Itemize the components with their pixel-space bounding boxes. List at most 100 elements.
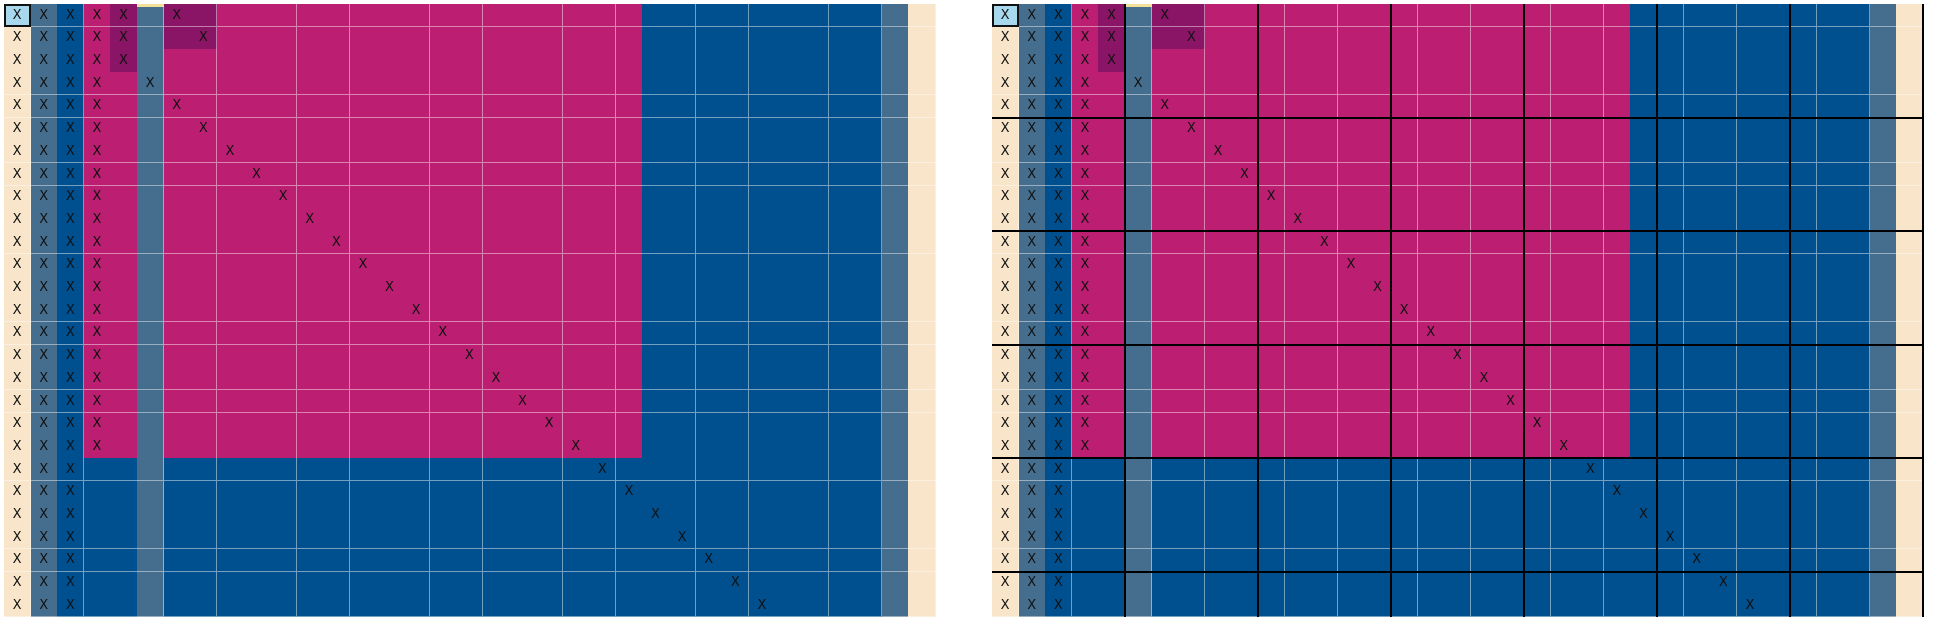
matrix-cell: X: [30, 94, 58, 119]
matrix-cell: [1630, 321, 1658, 346]
matrix-cell: [1683, 412, 1711, 436]
matrix-cell: [1816, 526, 1844, 550]
matrix-cell: [1098, 412, 1126, 436]
matrix-cell: [1577, 435, 1605, 459]
matrix-cell: [802, 480, 830, 504]
block-boundary-vertical: [1922, 4, 1924, 617]
matrix-cell: [802, 526, 830, 550]
matrix-cell: [775, 412, 803, 436]
matrix-cell: [828, 276, 856, 300]
matrix-cell: [828, 344, 856, 368]
matrix-cell: [642, 458, 670, 482]
matrix-cell: [1790, 117, 1818, 141]
matrix-cell: [509, 571, 537, 595]
matrix-cell: X: [4, 321, 32, 346]
matrix-cell: [562, 548, 590, 573]
matrix-cell: [562, 94, 590, 119]
matrix-cell: [1178, 526, 1206, 550]
matrix-cell: [1577, 389, 1605, 414]
matrix-cell: [1736, 458, 1764, 482]
matrix-cell: [802, 321, 830, 346]
matrix-cell: [190, 72, 218, 96]
matrix-cell: [1763, 94, 1791, 119]
matrix-cell: X: [1071, 389, 1099, 414]
matrix-cell: [1683, 299, 1711, 323]
matrix-cell: [1258, 321, 1286, 346]
matrix-cell: [296, 435, 324, 459]
matrix-cell: [1284, 26, 1312, 50]
matrix-cell: X: [1045, 526, 1073, 550]
matrix-cell: [748, 117, 776, 141]
matrix-cell: [1736, 389, 1764, 414]
matrix-cell: [243, 140, 271, 164]
matrix-cell: [1204, 526, 1232, 550]
matrix-cell: [1816, 185, 1844, 209]
matrix-cell: [1151, 117, 1179, 141]
matrix-cell: X: [1045, 231, 1073, 255]
matrix-cell: [243, 72, 271, 96]
matrix-cell: [615, 367, 643, 391]
matrix-cell: [615, 26, 643, 50]
matrix-cell: [1071, 571, 1099, 595]
matrix-cell: [1683, 185, 1711, 209]
matrix-cell: X: [4, 231, 32, 255]
matrix-cell: X: [589, 458, 617, 482]
matrix-cell: [748, 185, 776, 209]
matrix-cell: [536, 503, 564, 527]
matrix-cell: [323, 185, 351, 209]
matrix-cell: [243, 321, 271, 346]
matrix-cell: X: [1710, 571, 1738, 595]
matrix-cell: [216, 117, 244, 141]
matrix-cell: X: [4, 162, 32, 187]
matrix-cell: [163, 594, 191, 618]
matrix-cell: [722, 117, 750, 141]
matrix-cell: [1258, 208, 1286, 232]
matrix-cell: [456, 253, 484, 277]
matrix-cell: [802, 253, 830, 277]
matrix-cell: [1577, 276, 1605, 300]
matrix-cell: [1098, 389, 1126, 414]
matrix-cell: X: [1018, 571, 1046, 595]
matrix-cell: [323, 503, 351, 527]
matrix-cell: [1763, 526, 1791, 550]
matrix-cell: [908, 185, 936, 209]
matrix-cell: [1364, 49, 1392, 73]
matrix-cell: [828, 571, 856, 595]
matrix-cell: [642, 140, 670, 164]
matrix-cell: X: [83, 208, 111, 232]
matrix-cell: [509, 594, 537, 618]
matrix-cell: [589, 140, 617, 164]
matrix-cell: [1896, 140, 1924, 164]
matrix-cell: [1524, 140, 1552, 164]
matrix-cell: [270, 321, 298, 346]
matrix-cell: [1790, 231, 1818, 255]
matrix-cell: [482, 253, 510, 277]
matrix-cell: [1417, 344, 1445, 368]
matrix-cell: [482, 480, 510, 504]
matrix-cell: X: [1018, 435, 1046, 459]
matrix-cell: [190, 526, 218, 550]
matrix-cell: [748, 231, 776, 255]
matrix-cell: [1736, 571, 1764, 595]
matrix-cell: X: [4, 276, 32, 300]
matrix-cell: [216, 571, 244, 595]
matrix-cell: X: [1098, 4, 1126, 28]
matrix-cell: [1497, 594, 1525, 618]
matrix-cell: [1470, 480, 1498, 504]
matrix-cell: [1337, 389, 1365, 414]
matrix-cell: [1896, 526, 1924, 550]
matrix-cell: [1364, 185, 1392, 209]
matrix-cell: [1550, 26, 1578, 50]
matrix-cell: [1231, 117, 1259, 141]
matrix-cell: [881, 480, 909, 504]
matrix-cell: [1710, 140, 1738, 164]
matrix-cell: [137, 140, 165, 164]
matrix-cell: [1524, 4, 1552, 28]
matrix-cell: [403, 458, 431, 482]
matrix-cell: [1896, 253, 1924, 277]
matrix-cell: [1763, 72, 1791, 96]
matrix-cell: [1603, 321, 1631, 346]
matrix-cell: [1524, 480, 1552, 504]
matrix-cell: [1869, 299, 1897, 323]
matrix-cell: [1364, 162, 1392, 187]
